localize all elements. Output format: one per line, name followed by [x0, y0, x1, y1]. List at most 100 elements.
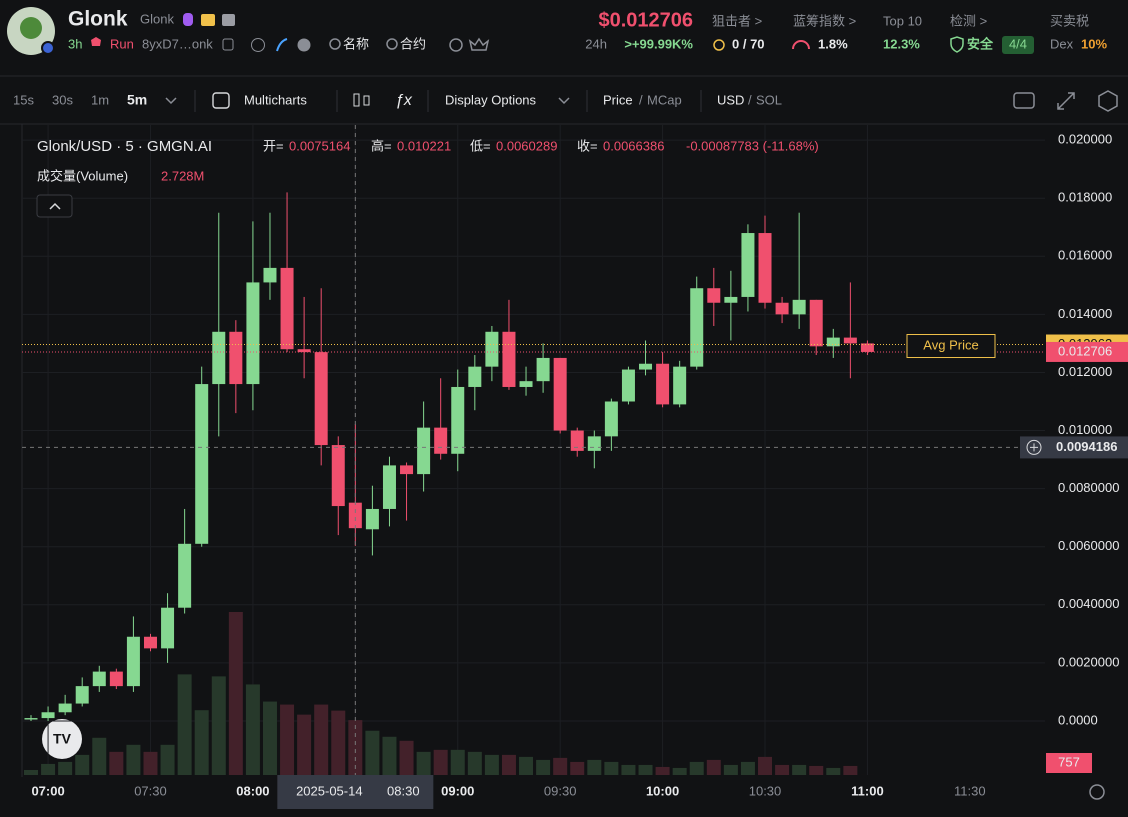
address[interactable]: 8yxD7…onk: [142, 36, 213, 51]
interval[interactable]: 5m: [127, 92, 147, 108]
candle-body: [348, 502, 362, 529]
usd-toggle[interactable]: USD: [717, 92, 744, 107]
candle-body: [75, 686, 89, 704]
telegram-icon[interactable]: [276, 38, 288, 52]
legend-item: 高=: [371, 138, 392, 153]
candle-body: [775, 302, 789, 315]
candle-body: [417, 427, 431, 475]
camera-icon[interactable]: [1013, 92, 1035, 109]
crosshair-price: 0.0094186: [1056, 439, 1117, 454]
candle-body: [263, 267, 277, 283]
change: >+99.99K%: [624, 36, 693, 51]
search-icon[interactable]: [386, 38, 398, 50]
settings-icon[interactable]: [1089, 784, 1105, 800]
candle-body: [690, 288, 704, 367]
avg-price-box: [906, 334, 996, 359]
volume-bar: [365, 730, 380, 775]
display-options[interactable]: Display Options: [445, 92, 537, 107]
interval[interactable]: 30s: [52, 92, 73, 107]
candle-body: [468, 366, 482, 387]
slash: /: [639, 92, 643, 107]
badge: [1002, 36, 1034, 54]
y-tick-label: 0.018000: [1058, 190, 1112, 205]
search-name[interactable]: 名称: [343, 36, 369, 51]
candle-body: [212, 331, 226, 385]
volume-bar: [211, 676, 226, 775]
share-icon[interactable]: [449, 38, 463, 52]
collapse-button[interactable]: [36, 194, 73, 218]
y-tick-label: 0.0060000: [1058, 538, 1119, 553]
stat-value: 12.3%: [883, 36, 920, 51]
volume-bar: [41, 763, 56, 775]
icon: [713, 39, 725, 51]
chevron: [165, 97, 177, 105]
x-tick-label: 10:30: [749, 783, 782, 798]
search-icon[interactable]: [329, 38, 341, 50]
tv-logo-mark: TV: [53, 731, 72, 747]
settings-icon[interactable]: [1098, 90, 1118, 112]
multicharts[interactable]: Multicharts: [244, 92, 307, 107]
interval[interactable]: 1m: [91, 92, 109, 107]
copy-icon[interactable]: [222, 38, 234, 51]
candle-body: [382, 465, 396, 509]
candle-body: [126, 636, 140, 687]
search-contract[interactable]: 合约: [400, 36, 426, 51]
plus-icon: [1030, 443, 1038, 452]
interval[interactable]: 15s: [13, 92, 34, 107]
icon: [201, 14, 215, 26]
volume-bar: [280, 704, 295, 775]
candle-body: [24, 718, 38, 720]
expand-icon[interactable]: [1057, 92, 1075, 110]
chevron: [49, 202, 61, 210]
candle-body: [58, 703, 72, 713]
volume-bar: [501, 754, 516, 775]
avatar-art: [20, 17, 42, 39]
volume-bar: [416, 751, 431, 775]
candle-body: [553, 357, 567, 431]
volume-bar: [604, 761, 619, 775]
token-tag: Run: [110, 36, 134, 51]
x-tick-label: 07:00: [31, 783, 64, 798]
volume-bar: [467, 751, 482, 775]
candle-body: [639, 363, 653, 370]
price-toggle[interactable]: Price: [603, 92, 633, 107]
stat-label: 检测 >: [950, 13, 987, 28]
volume-bar: [75, 754, 90, 775]
sol-toggle[interactable]: SOL: [756, 92, 782, 107]
chevron: [558, 97, 570, 105]
volume-bar: [536, 759, 551, 775]
candle-body: [502, 331, 516, 387]
y-tick-label: 0.012000: [1058, 364, 1112, 379]
volume-bar: [160, 744, 175, 775]
stats: 狙击者 > 0 / 70 蓝筹指数 > 1.8% Top 10 12.3% 检测 > 安全 4/…: [712, 13, 1107, 54]
y-tick-label: 0.0020000: [1058, 654, 1119, 669]
legend-item: 0.0066386: [603, 138, 664, 153]
icon[interactable]: [297, 38, 311, 52]
candle-body: [365, 508, 379, 530]
candle-body: [792, 299, 806, 315]
volume-bar: [809, 765, 824, 775]
icon: [222, 14, 235, 26]
y-tick-label: 0.014000: [1058, 306, 1112, 321]
candle-body: [809, 299, 823, 347]
volume-bar: [348, 720, 363, 775]
candle-body: [570, 430, 584, 451]
fx-icon: ƒx: [395, 92, 413, 109]
web-icon[interactable]: [251, 38, 265, 52]
last-price-value: 0.012706: [1058, 343, 1112, 358]
mcap-toggle[interactable]: MCap: [647, 92, 682, 107]
plus-icon[interactable]: [1026, 439, 1042, 455]
tv-logo[interactable]: [42, 719, 82, 759]
candle-body: [656, 363, 670, 405]
candle-body: [843, 337, 857, 344]
volume-bar: [262, 701, 277, 775]
crown-icon[interactable]: [468, 37, 490, 51]
volume-bar: [382, 736, 397, 775]
candle-body: [195, 384, 209, 544]
chain-badge: [41, 41, 55, 55]
legend-item: Glonk/USD · 5 · GMGN.AI: [37, 138, 212, 155]
candle-body: [434, 427, 448, 454]
volume-bar: [58, 761, 73, 775]
volume-bar: [672, 767, 687, 775]
volume-bar: [758, 756, 773, 775]
